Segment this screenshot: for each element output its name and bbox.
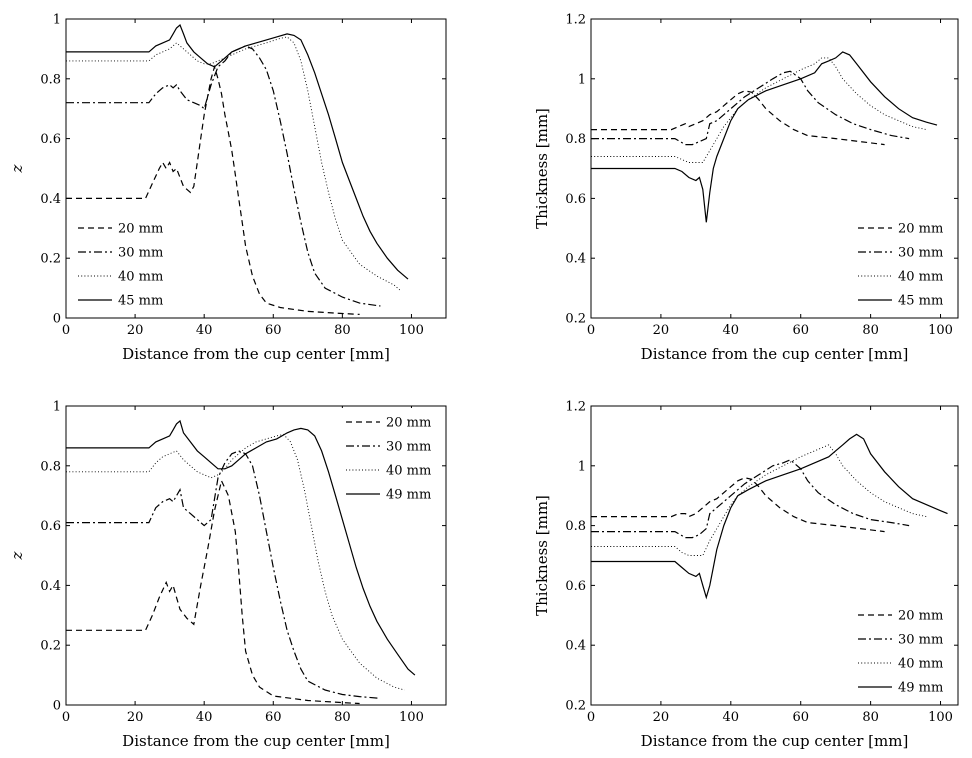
series-line-40-mm <box>591 57 927 163</box>
series-line-49-mm <box>591 433 948 600</box>
series-line-45-mm <box>66 23 409 280</box>
y-tick-label: 0.8 <box>40 459 61 474</box>
x-tick-label: 40 <box>196 710 213 725</box>
y-axis-label: z <box>8 551 26 560</box>
x-tick-label: 0 <box>62 323 70 338</box>
y-tick-label: 0.8 <box>565 519 586 534</box>
x-tick-label: 40 <box>723 323 740 338</box>
x-tick-label: 80 <box>334 323 351 338</box>
x-tick-label: 60 <box>792 710 809 725</box>
legend-label: 30 mm <box>898 246 943 261</box>
legend-label: 49 mm <box>898 681 943 696</box>
series-line-45-mm <box>591 51 938 223</box>
chart-panel-1: 0 20 40 60 80 100 0 0.2 0.4 0.6 0.8 1 Distance from … <box>8 13 447 363</box>
legend-label: 45 mm <box>898 294 943 309</box>
x-tick-label: 80 <box>862 323 879 338</box>
legend-label: 40 mm <box>118 270 163 285</box>
x-tick-label: 60 <box>265 710 282 725</box>
x-tick-label: 20 <box>653 710 670 725</box>
x-axis-label: Distance from the cup center [mm] <box>641 345 909 363</box>
x-tick-label: 100 <box>928 323 953 338</box>
y-tick-label: 0.2 <box>40 252 61 267</box>
plot-frame <box>65 18 447 319</box>
series-line-20-mm <box>66 64 360 315</box>
legend-label: 30 mm <box>898 633 943 648</box>
y-tick-label: 1 <box>578 72 586 87</box>
x-tick-label: 20 <box>127 710 144 725</box>
x-axis-label: Distance from the cup center [mm] <box>641 732 909 750</box>
plot-frame <box>590 405 959 706</box>
x-tick-label: 80 <box>862 710 879 725</box>
x-tick-label: 100 <box>399 323 424 338</box>
legend: 20 mm 30 mm 40 mm 45 mm <box>852 214 954 314</box>
series-line-20-mm <box>66 478 360 705</box>
x-axis-label: Distance from the cup center [mm] <box>122 345 390 363</box>
y-tick-label: 0.6 <box>565 192 586 207</box>
y-tick-label: 0.8 <box>565 132 586 147</box>
y-tick-label: 0 <box>53 699 61 714</box>
legend-label: 20 mm <box>898 222 943 237</box>
x-tick-label: 0 <box>587 323 595 338</box>
x-tick-label: 100 <box>399 710 424 725</box>
x-tick-label: 40 <box>196 323 213 338</box>
x-tick-label: 0 <box>62 710 70 725</box>
x-tick-label: 100 <box>928 710 953 725</box>
y-tick-label: 0.2 <box>565 312 586 327</box>
y-axis-label: Thickness [mm] <box>533 108 551 229</box>
series-line-30-mm <box>591 459 910 539</box>
series-line-20-mm <box>591 477 885 533</box>
legend-label: 40 mm <box>898 270 943 285</box>
series-line-49-mm <box>66 419 416 676</box>
series-line-20-mm <box>591 90 885 146</box>
legend-label: 30 mm <box>118 246 163 261</box>
legend: 20 mm 30 mm 40 mm 49 mm <box>852 601 954 701</box>
x-tick-label: 40 <box>723 710 740 725</box>
y-tick-label: 0.4 <box>40 192 61 207</box>
legend-label: 49 mm <box>386 488 431 503</box>
legend-label: 20 mm <box>386 416 431 431</box>
series-line-30-mm <box>591 70 910 146</box>
y-axis-label: Thickness [mm] <box>533 495 551 616</box>
x-tick-label: 20 <box>653 323 670 338</box>
y-tick-label: 0.4 <box>40 579 61 594</box>
y-tick-label: 0.6 <box>40 132 61 147</box>
chart-panel-3: 0 20 40 60 80 100 0 0.2 0.4 0.6 0.8 1 Distance from … <box>8 400 447 750</box>
y-tick-label: 0.4 <box>565 252 586 267</box>
y-tick-label: 1.2 <box>565 13 586 28</box>
legend-label: 45 mm <box>118 294 163 309</box>
y-tick-label: 0.6 <box>40 519 61 534</box>
y-tick-label: 1 <box>53 13 61 28</box>
y-tick-label: 1 <box>578 459 586 474</box>
x-tick-label: 20 <box>127 323 144 338</box>
x-tick-label: 60 <box>265 323 282 338</box>
y-axis-label: z <box>8 164 26 173</box>
plot-frame <box>65 405 447 706</box>
legend-label: 30 mm <box>386 440 431 455</box>
chart-panel-2: 0 20 40 60 80 100 0.2 0.4 0.6 0.8 1 1.2 Distance fro… <box>533 13 959 363</box>
legend-label: 40 mm <box>386 464 431 479</box>
x-tick-label: 60 <box>792 323 809 338</box>
y-tick-label: 0.2 <box>565 699 586 714</box>
legend: 20 mm 30 mm 40 mm 45 mm <box>72 214 174 314</box>
x-tick-label: 80 <box>334 710 351 725</box>
y-tick-label: 1.2 <box>565 400 586 415</box>
chart-panel-4: 0 20 40 60 80 100 0.2 0.4 0.6 0.8 1 1.2 Distance fro… <box>533 400 959 750</box>
legend: 20 mm 30 mm 40 mm 49 mm <box>340 408 442 508</box>
series-line-30-mm <box>66 450 381 699</box>
legend-label: 20 mm <box>118 222 163 237</box>
x-axis-label: Distance from the cup center [mm] <box>122 732 390 750</box>
x-tick-label: 0 <box>587 710 595 725</box>
y-tick-label: 0.2 <box>40 639 61 654</box>
series-line-40-mm <box>66 433 405 691</box>
legend-label: 40 mm <box>898 657 943 672</box>
y-tick-label: 0.6 <box>565 579 586 594</box>
legend-label: 20 mm <box>898 609 943 624</box>
y-tick-label: 0.4 <box>565 639 586 654</box>
y-tick-label: 0 <box>53 312 61 327</box>
y-tick-label: 0.8 <box>40 72 61 87</box>
y-tick-label: 1 <box>53 400 61 415</box>
series-line-40-mm <box>591 444 927 556</box>
